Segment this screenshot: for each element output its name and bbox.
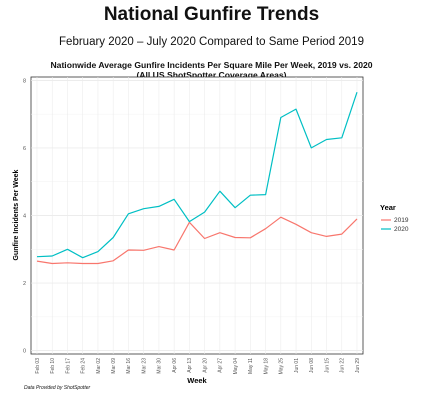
y-tick-label: 0 xyxy=(23,349,26,355)
y-tick-label: 8 xyxy=(23,78,26,84)
y-tick-label: 4 xyxy=(23,214,26,220)
chart-title-block: Nationwide Average Gunfire Incidents Per… xyxy=(0,60,423,80)
x-tick-label: Mar 02 xyxy=(96,358,102,374)
x-tick-label: Mar 23 xyxy=(141,358,147,374)
grid-lines xyxy=(31,77,363,354)
x-tick-label: Mar 30 xyxy=(157,358,163,374)
x-tick-label: Feb 03 xyxy=(35,358,41,374)
x-tick-label: Jun 29 xyxy=(355,358,361,373)
legend: Year 2019 2020 xyxy=(380,203,409,233)
chart-title: Nationwide Average Gunfire Incidents Per… xyxy=(50,60,373,70)
x-tick-label: Jun 22 xyxy=(340,358,346,373)
x-tick-label: Mar 09 xyxy=(111,358,117,374)
x-axis: Feb 03 Feb 10 Feb 17 Feb 24 Mar 02 Mar 09 Mar … xyxy=(35,358,361,375)
x-tick-label: Mar 16 xyxy=(126,358,132,374)
legend-title: Year xyxy=(380,203,396,212)
page-title: National Gunfire Trends xyxy=(103,4,320,25)
x-tick-label: Feb 10 xyxy=(50,358,56,374)
x-tick-label: Apr 27 xyxy=(218,358,224,373)
x-axis-label: Week xyxy=(187,376,207,385)
series-line-2020 xyxy=(36,92,358,259)
legend-label-2020: 2020 xyxy=(394,226,409,233)
x-tick-label: May 25 xyxy=(279,358,285,375)
legend-items: 2019 2020 xyxy=(381,217,409,233)
y-tick-label: 6 xyxy=(23,146,26,152)
series-lines xyxy=(36,92,358,265)
chart-subtitle: (All US ShotSpotter Coverage Areas) xyxy=(136,70,287,80)
y-axis-label: Gunfire Incidents Per Week xyxy=(13,169,20,260)
x-tick-label: May 18 xyxy=(263,358,269,375)
page-subtitle: February 2020 – July 2020 Compared to Sa… xyxy=(59,36,364,48)
x-tick-label: Jun 15 xyxy=(324,358,330,373)
data-credit: Data Provided by ShotSpotter xyxy=(24,385,91,391)
y-tick-label: 2 xyxy=(23,281,26,287)
y-axis: 0 2 4 6 8 xyxy=(23,78,26,354)
x-tick-label: Feb 24 xyxy=(81,358,87,374)
x-tick-label: Apr 13 xyxy=(187,358,193,373)
x-tick-label: Feb 17 xyxy=(65,358,71,374)
x-tick-label: Apr 06 xyxy=(172,358,178,373)
x-tick-label: May 04 xyxy=(233,358,239,375)
legend-label-2019: 2019 xyxy=(394,217,409,224)
x-tick-label: Jun 08 xyxy=(309,358,315,373)
x-tick-label: May 11 xyxy=(248,358,254,374)
series-line-2019 xyxy=(36,216,358,265)
x-tick-label: Apr 20 xyxy=(202,358,208,373)
x-tick-label: Jun 01 xyxy=(294,358,300,373)
